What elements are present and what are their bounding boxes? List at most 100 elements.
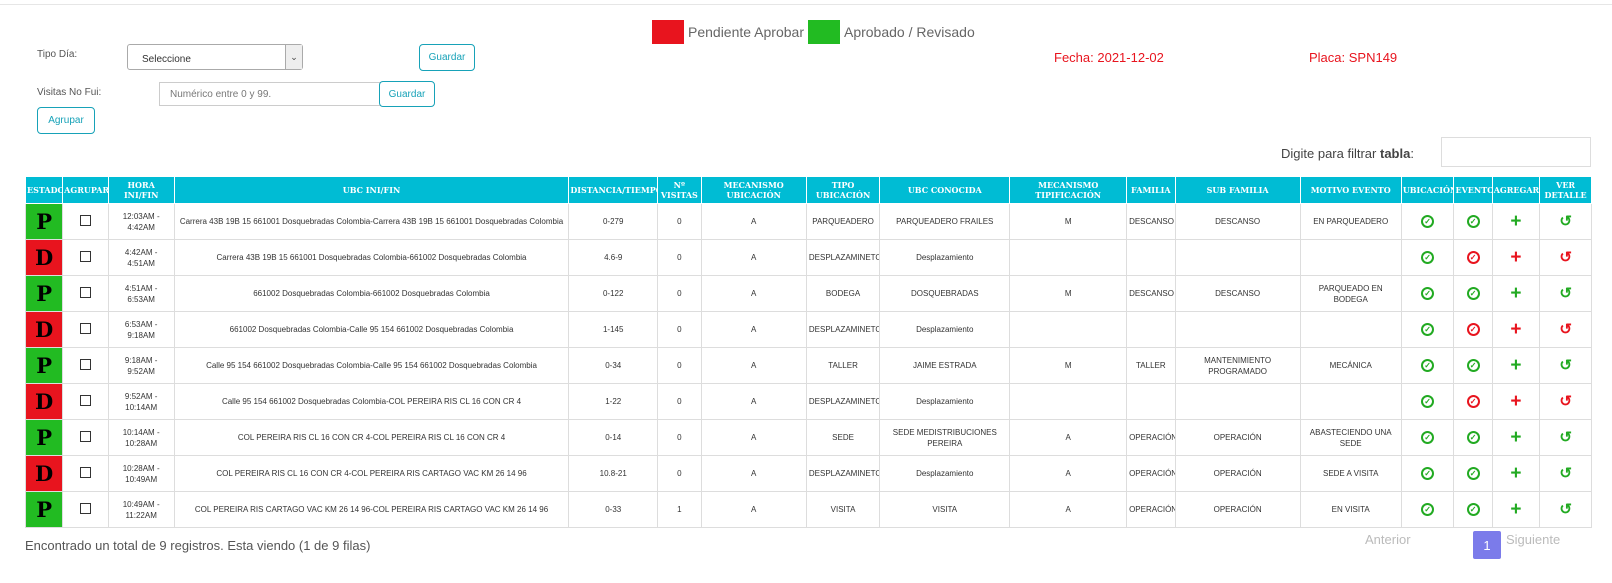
agregar-cell: + xyxy=(1491,239,1541,276)
ubicacion-cell: ✓ xyxy=(1400,275,1455,312)
column-header: MECANISMO TIPIFICACIÓN xyxy=(1009,176,1128,204)
check-circle-icon[interactable]: ✓ xyxy=(1421,323,1435,336)
history-icon[interactable]: ↺ xyxy=(1559,357,1572,374)
plus-icon[interactable]: + xyxy=(1510,427,1522,448)
plus-icon[interactable]: + xyxy=(1510,247,1522,268)
visitas-cell: 0 xyxy=(657,347,702,384)
status-cell: P xyxy=(24,491,64,528)
ubc-cell: Carrera 43B 19B 15 661001 Dosquebradas C… xyxy=(173,239,570,276)
plus-icon[interactable]: + xyxy=(1510,391,1522,412)
plus-icon[interactable]: + xyxy=(1510,319,1522,340)
agrupar-button[interactable]: Agrupar xyxy=(37,107,95,134)
history-icon[interactable]: ↺ xyxy=(1559,249,1572,266)
tipo-ubicacion-cell: TALLER xyxy=(805,347,881,384)
history-icon[interactable]: ↺ xyxy=(1559,393,1572,410)
filter-input[interactable] xyxy=(1441,137,1591,167)
history-icon[interactable]: ↺ xyxy=(1559,429,1572,446)
check-circle-icon[interactable]: ✓ xyxy=(1421,215,1435,228)
visitas-cell: 0 xyxy=(657,383,702,420)
check-circle-icon[interactable]: ✓ xyxy=(1466,503,1480,516)
agrupar-checkbox[interactable] xyxy=(79,322,91,334)
visitas-no-fui-input[interactable]: Numérico entre 0 y 99. xyxy=(159,82,389,106)
agrupar-checkbox[interactable] xyxy=(79,394,91,406)
filter-label: Digite para filtrar tabla: xyxy=(1281,146,1414,161)
table-row: D 6:53AM - 9:18AM 661002 Dosquebradas Colo… xyxy=(24,311,1592,348)
motivo-evento-cell xyxy=(1299,311,1402,348)
page-1-button[interactable]: 1 xyxy=(1473,531,1501,559)
agrupar-cell xyxy=(62,491,109,528)
column-header: AGREGAR xyxy=(1491,176,1541,204)
table-summary: Encontrado un total de 9 registros. Esta… xyxy=(25,538,371,553)
check-circle-icon[interactable]: ✓ xyxy=(1466,467,1480,480)
agrupar-checkbox[interactable] xyxy=(79,466,91,478)
check-circle-icon[interactable]: ✓ xyxy=(1466,287,1480,300)
history-icon[interactable]: ↺ xyxy=(1559,321,1572,338)
tipo-dia-select[interactable]: Seleccione ⌄ xyxy=(127,44,303,70)
next-page-button[interactable]: Siguiente xyxy=(1506,532,1561,547)
previous-page-button[interactable]: Anterior xyxy=(1365,532,1411,547)
column-header: HORA INI/FIN xyxy=(107,176,175,204)
familia-cell xyxy=(1126,311,1176,348)
table-row: P 4:51AM - 6:53AM 661002 Dosquebradas Colo… xyxy=(24,275,1592,312)
column-header: MOTIVO EVENTO xyxy=(1299,176,1402,204)
agregar-cell: + xyxy=(1491,491,1541,528)
familia-cell: OPERACIÓN xyxy=(1126,419,1176,456)
column-header: Nº VISITAS xyxy=(657,176,702,204)
ubicacion-cell: ✓ xyxy=(1400,383,1455,420)
check-circle-icon[interactable]: ✓ xyxy=(1421,251,1435,264)
tipo-dia-label: Tipo Día: xyxy=(37,49,78,60)
mecanismo-tipificacion-cell xyxy=(1009,383,1128,420)
agrupar-cell xyxy=(62,311,109,348)
agrupar-checkbox[interactable] xyxy=(79,214,91,226)
guardar-tipo-dia-button[interactable]: Guardar xyxy=(419,44,475,71)
evento-cell: ✓ xyxy=(1453,203,1493,240)
agrupar-checkbox[interactable] xyxy=(79,250,91,262)
motivo-evento-cell xyxy=(1299,383,1402,420)
check-circle-icon[interactable]: ✓ xyxy=(1466,215,1480,228)
check-circle-icon[interactable]: ✓ xyxy=(1421,395,1435,408)
ubicacion-cell: ✓ xyxy=(1400,491,1455,528)
status-cell: D xyxy=(24,311,64,348)
check-circle-icon[interactable]: ✓ xyxy=(1466,359,1480,372)
plus-icon[interactable]: + xyxy=(1510,499,1522,520)
plus-icon[interactable]: + xyxy=(1510,463,1522,484)
ubc-cell: COL PEREIRA RIS CL 16 CON CR 4-COL PEREI… xyxy=(173,455,570,492)
evento-cell: ✓ xyxy=(1453,347,1493,384)
chevron-down-icon[interactable]: ⌄ xyxy=(285,45,302,69)
check-circle-icon[interactable]: ✓ xyxy=(1421,359,1435,372)
agrupar-cell xyxy=(62,383,109,420)
check-circle-icon[interactable]: ✓ xyxy=(1421,431,1435,444)
history-icon[interactable]: ↺ xyxy=(1559,465,1572,482)
plus-icon[interactable]: + xyxy=(1510,283,1522,304)
guardar-visitas-button[interactable]: Guardar xyxy=(379,81,435,107)
mecanismo-tipificacion-cell: A xyxy=(1009,455,1128,492)
tipo-ubicacion-cell: DESPLAZAMINETO xyxy=(805,383,881,420)
agrupar-checkbox[interactable] xyxy=(79,286,91,298)
agrupar-checkbox[interactable] xyxy=(79,502,91,514)
visitas-cell: 0 xyxy=(657,455,702,492)
plus-icon[interactable]: + xyxy=(1510,355,1522,376)
plus-icon[interactable]: + xyxy=(1510,211,1522,232)
agregar-cell: + xyxy=(1491,203,1541,240)
ubicacion-cell: ✓ xyxy=(1400,311,1455,348)
history-icon[interactable]: ↺ xyxy=(1559,213,1572,230)
agrupar-checkbox[interactable] xyxy=(79,358,91,370)
history-icon[interactable]: ↺ xyxy=(1559,501,1572,518)
distancia-cell: 0-34 xyxy=(568,347,659,384)
motivo-evento-cell xyxy=(1299,239,1402,276)
agregar-cell: + xyxy=(1491,383,1541,420)
history-icon[interactable]: ↺ xyxy=(1559,285,1572,302)
ubicacion-cell: ✓ xyxy=(1400,239,1455,276)
agrupar-checkbox[interactable] xyxy=(79,430,91,442)
alert-circle-icon[interactable]: ✓ xyxy=(1466,395,1480,408)
status-cell: P xyxy=(24,203,64,240)
check-circle-icon[interactable]: ✓ xyxy=(1421,467,1435,480)
alert-circle-icon[interactable]: ✓ xyxy=(1466,323,1480,336)
alert-circle-icon[interactable]: ✓ xyxy=(1466,251,1480,264)
check-circle-icon[interactable]: ✓ xyxy=(1421,287,1435,300)
approved-label: Aprobado / Revisado xyxy=(843,24,975,40)
check-circle-icon[interactable]: ✓ xyxy=(1466,431,1480,444)
check-circle-icon[interactable]: ✓ xyxy=(1421,503,1435,516)
table-header-row: ESTADO AGRUPAR HORA INI/FIN UBC INI/FIN DIST… xyxy=(24,176,1592,204)
mecanismo-tipificacion-cell: M xyxy=(1009,347,1128,384)
